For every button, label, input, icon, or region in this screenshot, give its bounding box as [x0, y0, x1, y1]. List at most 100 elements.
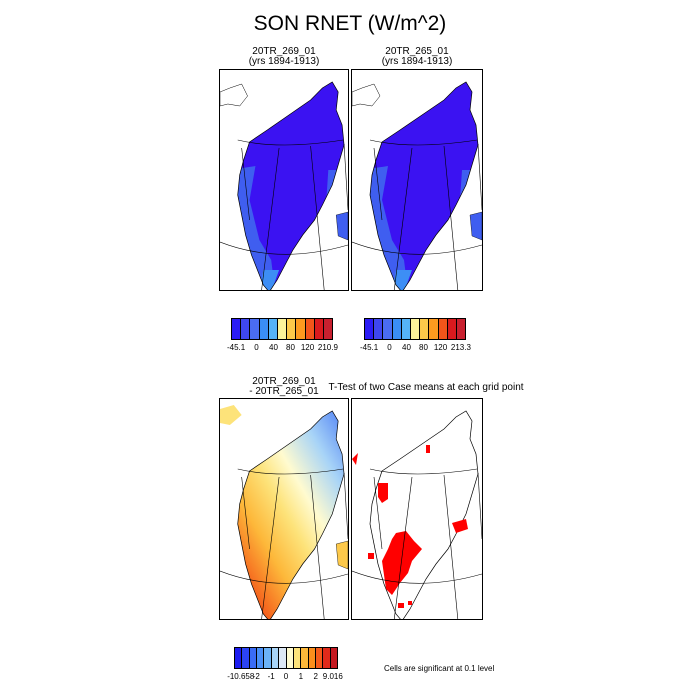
coastline — [369, 81, 479, 290]
colorbar-swatch — [293, 648, 302, 668]
panel-3-title: 20TR_269_01 - 20TR_265_01 — [219, 377, 349, 397]
panel-2-title-line1: 20TR_265_01 — [385, 46, 449, 57]
panel-1-title: 20TR_269_01 (yrs 1894-1913) — [219, 47, 349, 67]
meridian-line — [310, 474, 325, 619]
meridian-line — [443, 474, 459, 619]
iceland — [469, 211, 482, 241]
colorbar-tick-label: -45.1 — [359, 343, 379, 352]
colorbar-case-269 — [231, 318, 333, 340]
significant-cells — [368, 553, 374, 559]
colorbar-swatch — [410, 319, 421, 339]
significant-cells — [352, 453, 358, 465]
colorbar-swatch — [257, 648, 265, 668]
map-svg — [220, 405, 348, 619]
map-panel-ttest — [351, 398, 483, 620]
colorbar-swatch — [259, 319, 269, 339]
meridian-line — [343, 143, 348, 211]
colorbar-tick-label: 120 — [433, 343, 448, 352]
colorbar-swatch — [314, 319, 324, 339]
colorbar-swatch — [323, 648, 331, 668]
map-panel-case-269 — [219, 69, 349, 291]
colorbar-swatch — [279, 648, 287, 668]
coastline — [237, 81, 345, 290]
colorbar-swatch — [296, 319, 306, 339]
field-coastal-west — [237, 166, 276, 290]
panel-2-title: 20TR_265_01 (yrs 1894-1913) — [351, 47, 483, 67]
colorbar-difference — [234, 647, 338, 669]
map-svg — [220, 81, 348, 290]
graticule — [220, 139, 348, 290]
significant-cells — [378, 483, 388, 503]
colorbar-swatch — [365, 319, 375, 339]
significance-footnote: Cells are significant at 0.1 level — [384, 664, 495, 673]
map-svg — [352, 81, 482, 290]
ellesmere-island — [220, 405, 242, 425]
colorbar-tick-label: 213.3 — [450, 343, 471, 352]
colorbar-swatch — [242, 648, 250, 668]
colorbar-tick-label: 2 — [313, 672, 318, 681]
latitude-line — [237, 468, 344, 475]
ellesmere-island — [220, 83, 248, 107]
field-coastal-west — [370, 166, 408, 290]
panel-3-title-line1: 20TR_269_01 — [252, 376, 316, 387]
ellesmere-island — [352, 83, 381, 107]
colorbar-swatch — [383, 319, 393, 339]
colorbar-tick-label: 40 — [269, 343, 278, 352]
map-panel-difference — [219, 398, 349, 620]
panel-1-title-line2: (yrs 1894-1913) — [248, 56, 320, 67]
colorbar-swatch — [420, 319, 430, 339]
map-svg — [352, 410, 482, 619]
graticule — [220, 468, 348, 619]
significant-cells — [452, 519, 468, 533]
colorbar-swatch — [330, 648, 338, 668]
colorbar-swatch — [268, 319, 278, 339]
significant-cells — [426, 445, 430, 453]
significant-cells — [398, 603, 404, 608]
panel-4-title: T-Test of two Case means at each grid po… — [316, 383, 536, 393]
colorbar-swatch — [323, 319, 333, 339]
latitude-line — [237, 139, 344, 146]
latitude-line — [352, 241, 482, 255]
colorbar-tick-label: 0 — [254, 343, 259, 352]
map-panel-case-265 — [351, 69, 483, 291]
colorbar-swatch — [232, 319, 242, 339]
colorbar-swatch — [447, 319, 457, 339]
meridian-line — [393, 147, 413, 290]
colorbar-tick-label: -1 — [267, 672, 275, 681]
meridian-line — [373, 147, 383, 221]
colorbar-tick-label: 40 — [402, 343, 411, 352]
colorbar-swatch — [305, 319, 315, 339]
colorbar-swatch — [301, 648, 309, 668]
meridian-line — [241, 147, 250, 221]
colorbar-tick-label: 1 — [298, 672, 304, 681]
colorbar-tick-label: 9.016 — [322, 672, 343, 681]
colorbar-swatch — [250, 319, 260, 339]
colorbar-swatch — [429, 319, 439, 339]
latitude-line — [220, 570, 348, 584]
colorbar-tick-label: 80 — [419, 343, 428, 352]
colorbar-tick-label: -10.658 — [227, 672, 255, 681]
iceland — [335, 540, 348, 570]
colorbar-swatch — [241, 319, 251, 339]
latitude-line — [352, 570, 482, 584]
colorbar-swatch — [308, 648, 316, 668]
panel-4-title-line1: T-Test of two Case means at each grid po… — [328, 382, 524, 393]
meridian-line — [443, 145, 459, 290]
colorbar-tick-label: 0 — [387, 343, 392, 352]
meridian-line — [373, 476, 383, 550]
colorbar-swatch — [277, 319, 288, 339]
colorbar-tick-label: -2 — [252, 672, 260, 681]
latitude-line — [369, 139, 478, 146]
latitude-line — [369, 468, 478, 475]
significant-cells — [408, 601, 412, 605]
colorbar-swatch — [374, 319, 384, 339]
colorbar-swatch — [438, 319, 448, 339]
graticule — [352, 139, 482, 290]
colorbar-tick-label: 120 — [300, 343, 315, 352]
figure-title: SON RNET (W/m^2) — [253, 12, 447, 35]
panel-2-title-line2: (yrs 1894-1913) — [381, 56, 453, 67]
meridian-line — [393, 476, 413, 619]
colorbar-swatch — [392, 319, 402, 339]
colorbar-tick-label: 0 — [283, 672, 289, 681]
colorbar-tick-label: -45.1 — [226, 343, 246, 352]
